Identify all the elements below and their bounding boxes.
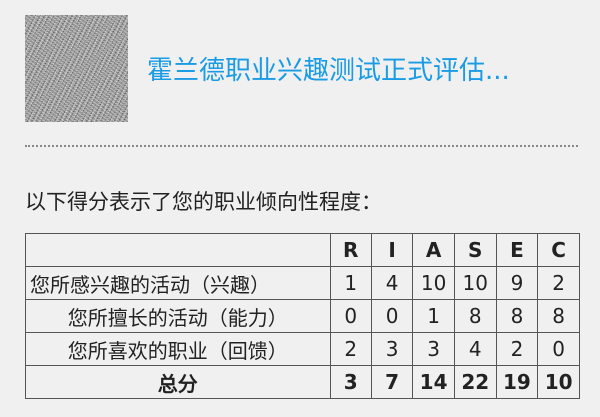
score-cell: 8 bbox=[453, 299, 497, 333]
score-cell: 8 bbox=[537, 299, 580, 333]
column-header-c: C bbox=[537, 233, 580, 267]
column-header-e: E bbox=[495, 233, 539, 267]
table-row-total: 总分 3 7 14 22 19 10 bbox=[25, 365, 580, 399]
total-cell: 14 bbox=[412, 365, 455, 399]
total-cell: 22 bbox=[453, 365, 497, 399]
total-cell: 10 bbox=[537, 365, 580, 399]
table-row-reward: 您所喜欢的职业（回馈） 2 3 3 4 2 0 bbox=[25, 332, 580, 366]
intro-text: 以下得分表示了您的职业倾向性程度： bbox=[25, 190, 382, 214]
score-cell: 10 bbox=[453, 266, 497, 300]
column-header-i: I bbox=[370, 233, 414, 267]
row-label: 总分 bbox=[25, 365, 331, 399]
score-cell: 3 bbox=[370, 332, 414, 366]
row-label: 您所擅长的活动（能力） bbox=[25, 299, 331, 333]
score-cell: 1 bbox=[412, 299, 455, 333]
riasec-score-table: R I A S E C 您所感兴趣的活动（兴趣） 1 4 10 10 9 2 您… bbox=[25, 233, 580, 399]
score-cell: 0 bbox=[329, 299, 372, 333]
table-row-ability: 您所擅长的活动（能力） 0 0 1 8 8 8 bbox=[25, 299, 580, 333]
score-cell: 2 bbox=[495, 332, 539, 366]
score-cell: 2 bbox=[329, 332, 372, 366]
total-cell: 19 bbox=[495, 365, 539, 399]
score-cell: 8 bbox=[495, 299, 539, 333]
header-empty-cell bbox=[25, 233, 331, 267]
page-title[interactable]: 霍兰德职业兴趣测试正式评估... bbox=[147, 56, 510, 86]
column-header-r: R bbox=[329, 233, 372, 267]
table-header-row: R I A S E C bbox=[25, 233, 580, 267]
score-cell: 3 bbox=[412, 332, 455, 366]
score-cell: 0 bbox=[537, 332, 580, 366]
score-cell: 0 bbox=[370, 299, 414, 333]
score-cell: 4 bbox=[453, 332, 497, 366]
dotted-divider bbox=[25, 145, 578, 147]
score-cell: 2 bbox=[537, 266, 580, 300]
score-cell: 10 bbox=[412, 266, 455, 300]
row-label: 您所喜欢的职业（回馈） bbox=[25, 332, 331, 366]
score-cell: 1 bbox=[329, 266, 372, 300]
table-row-interest: 您所感兴趣的活动（兴趣） 1 4 10 10 9 2 bbox=[25, 266, 580, 300]
score-cell: 4 bbox=[370, 266, 414, 300]
column-header-s: S bbox=[453, 233, 497, 267]
total-cell: 3 bbox=[329, 365, 372, 399]
total-cell: 7 bbox=[370, 365, 414, 399]
thumbnail-image[interactable] bbox=[25, 15, 128, 122]
score-cell: 9 bbox=[495, 266, 539, 300]
row-label: 您所感兴趣的活动（兴趣） bbox=[25, 266, 331, 300]
column-header-a: A bbox=[412, 233, 455, 267]
